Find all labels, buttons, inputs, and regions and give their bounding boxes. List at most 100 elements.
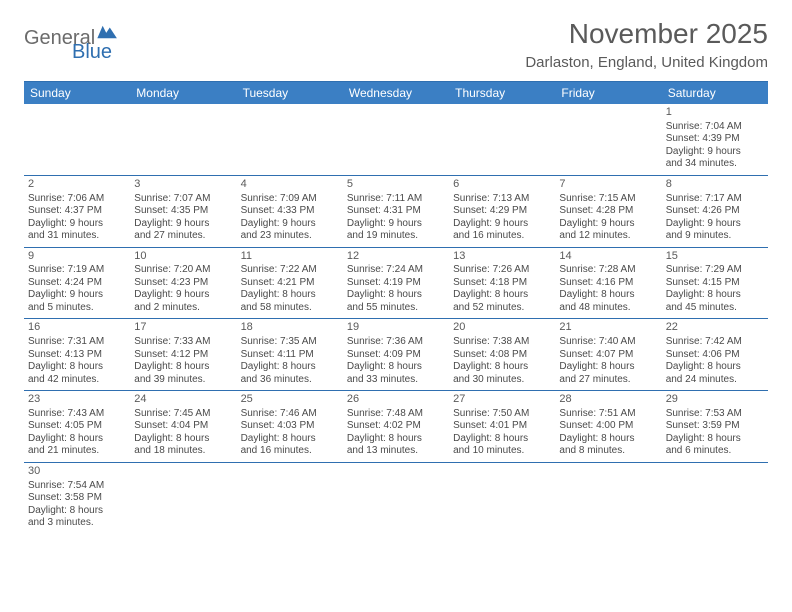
week-row: 2Sunrise: 7:06 AMSunset: 4:37 PMDaylight… xyxy=(24,176,768,248)
day-detail: Daylight: 9 hours xyxy=(453,218,551,231)
day-detail: and 33 minutes. xyxy=(347,374,445,387)
day-detail: Sunset: 4:11 PM xyxy=(241,349,339,362)
day-detail: Sunrise: 7:11 AM xyxy=(347,193,445,206)
day-detail: Sunset: 4:09 PM xyxy=(347,349,445,362)
location: Darlaston, England, United Kingdom xyxy=(525,54,768,71)
day-header-thu: Thursday xyxy=(449,82,555,104)
day-detail: Sunrise: 7:50 AM xyxy=(453,408,551,421)
day-detail: Daylight: 8 hours xyxy=(666,361,764,374)
day-cell xyxy=(237,104,343,175)
day-number: 24 xyxy=(134,393,232,407)
day-number: 22 xyxy=(666,321,764,335)
day-detail: and 6 minutes. xyxy=(666,445,764,458)
day-detail: Daylight: 8 hours xyxy=(559,289,657,302)
day-detail: Sunset: 4:33 PM xyxy=(241,205,339,218)
day-cell: 9Sunrise: 7:19 AMSunset: 4:24 PMDaylight… xyxy=(24,248,130,319)
day-cell xyxy=(237,463,343,534)
day-cell: 13Sunrise: 7:26 AMSunset: 4:18 PMDayligh… xyxy=(449,248,555,319)
day-number: 11 xyxy=(241,250,339,264)
day-number: 12 xyxy=(347,250,445,264)
day-detail: Sunset: 4:03 PM xyxy=(241,420,339,433)
day-cell xyxy=(343,104,449,175)
day-detail: Daylight: 8 hours xyxy=(666,433,764,446)
weeks-container: 1Sunrise: 7:04 AMSunset: 4:39 PMDaylight… xyxy=(24,104,768,534)
day-cell: 25Sunrise: 7:46 AMSunset: 4:03 PMDayligh… xyxy=(237,391,343,462)
day-detail: and 5 minutes. xyxy=(28,302,126,315)
day-detail: Sunrise: 7:42 AM xyxy=(666,336,764,349)
day-cell: 3Sunrise: 7:07 AMSunset: 4:35 PMDaylight… xyxy=(130,176,236,247)
day-detail: Sunrise: 7:45 AM xyxy=(134,408,232,421)
day-number: 28 xyxy=(559,393,657,407)
day-cell: 22Sunrise: 7:42 AMSunset: 4:06 PMDayligh… xyxy=(662,319,768,390)
day-detail: Sunrise: 7:53 AM xyxy=(666,408,764,421)
day-detail: Sunset: 4:07 PM xyxy=(559,349,657,362)
flag-icon xyxy=(97,24,119,40)
day-detail: Sunset: 4:01 PM xyxy=(453,420,551,433)
week-row: 1Sunrise: 7:04 AMSunset: 4:39 PMDaylight… xyxy=(24,104,768,176)
day-number: 15 xyxy=(666,250,764,264)
day-number: 8 xyxy=(666,178,764,192)
day-detail: Sunrise: 7:43 AM xyxy=(28,408,126,421)
day-detail: Sunrise: 7:31 AM xyxy=(28,336,126,349)
day-header-wed: Wednesday xyxy=(343,82,449,104)
day-detail: Sunset: 4:24 PM xyxy=(28,277,126,290)
day-number: 2 xyxy=(28,178,126,192)
page: GeneralBlue November 2025 Darlaston, Eng… xyxy=(0,0,792,552)
day-cell: 24Sunrise: 7:45 AMSunset: 4:04 PMDayligh… xyxy=(130,391,236,462)
day-detail: Daylight: 9 hours xyxy=(666,218,764,231)
day-detail: Daylight: 9 hours xyxy=(28,289,126,302)
day-cell: 1Sunrise: 7:04 AMSunset: 4:39 PMDaylight… xyxy=(662,104,768,175)
day-cell: 29Sunrise: 7:53 AMSunset: 3:59 PMDayligh… xyxy=(662,391,768,462)
day-detail: Sunrise: 7:35 AM xyxy=(241,336,339,349)
day-detail: and 42 minutes. xyxy=(28,374,126,387)
month-title: November 2025 xyxy=(525,18,768,50)
day-detail: Sunrise: 7:06 AM xyxy=(28,193,126,206)
day-detail: Sunrise: 7:13 AM xyxy=(453,193,551,206)
day-number: 27 xyxy=(453,393,551,407)
day-detail: Sunset: 4:35 PM xyxy=(134,205,232,218)
day-detail: Daylight: 8 hours xyxy=(28,505,126,518)
day-detail: and 10 minutes. xyxy=(453,445,551,458)
day-detail: Sunrise: 7:09 AM xyxy=(241,193,339,206)
day-detail: and 21 minutes. xyxy=(28,445,126,458)
day-detail: Sunset: 4:16 PM xyxy=(559,277,657,290)
day-cell: 11Sunrise: 7:22 AMSunset: 4:21 PMDayligh… xyxy=(237,248,343,319)
logo-text-blue: Blue xyxy=(72,42,119,62)
day-cell xyxy=(130,104,236,175)
day-cell: 16Sunrise: 7:31 AMSunset: 4:13 PMDayligh… xyxy=(24,319,130,390)
day-detail: and 24 minutes. xyxy=(666,374,764,387)
day-cell xyxy=(555,463,661,534)
day-number: 30 xyxy=(28,465,126,479)
day-detail: Sunset: 4:02 PM xyxy=(347,420,445,433)
day-detail: and 16 minutes. xyxy=(241,445,339,458)
day-cell: 19Sunrise: 7:36 AMSunset: 4:09 PMDayligh… xyxy=(343,319,449,390)
day-detail: Daylight: 8 hours xyxy=(134,433,232,446)
week-row: 30Sunrise: 7:54 AMSunset: 3:58 PMDayligh… xyxy=(24,463,768,534)
day-cell: 26Sunrise: 7:48 AMSunset: 4:02 PMDayligh… xyxy=(343,391,449,462)
day-detail: Sunrise: 7:20 AM xyxy=(134,264,232,277)
day-detail: and 55 minutes. xyxy=(347,302,445,315)
day-detail: Sunrise: 7:54 AM xyxy=(28,480,126,493)
day-detail: and 34 minutes. xyxy=(666,158,764,171)
day-detail: Sunrise: 7:48 AM xyxy=(347,408,445,421)
day-cell: 17Sunrise: 7:33 AMSunset: 4:12 PMDayligh… xyxy=(130,319,236,390)
day-detail: Sunrise: 7:26 AM xyxy=(453,264,551,277)
day-detail: Sunset: 4:12 PM xyxy=(134,349,232,362)
day-cell xyxy=(343,463,449,534)
day-detail: Sunrise: 7:22 AM xyxy=(241,264,339,277)
day-detail: Daylight: 8 hours xyxy=(347,433,445,446)
day-header-sun: Sunday xyxy=(24,82,130,104)
day-detail: and 52 minutes. xyxy=(453,302,551,315)
week-row: 9Sunrise: 7:19 AMSunset: 4:24 PMDaylight… xyxy=(24,248,768,320)
day-detail: Sunset: 4:21 PM xyxy=(241,277,339,290)
day-detail: Sunset: 4:15 PM xyxy=(666,277,764,290)
day-number: 5 xyxy=(347,178,445,192)
day-detail: and 9 minutes. xyxy=(666,230,764,243)
day-number: 17 xyxy=(134,321,232,335)
day-detail: Sunset: 4:26 PM xyxy=(666,205,764,218)
day-detail: and 45 minutes. xyxy=(666,302,764,315)
day-number: 21 xyxy=(559,321,657,335)
day-detail: and 27 minutes. xyxy=(559,374,657,387)
day-detail: Sunrise: 7:40 AM xyxy=(559,336,657,349)
day-header-row: Sunday Monday Tuesday Wednesday Thursday… xyxy=(24,82,768,104)
